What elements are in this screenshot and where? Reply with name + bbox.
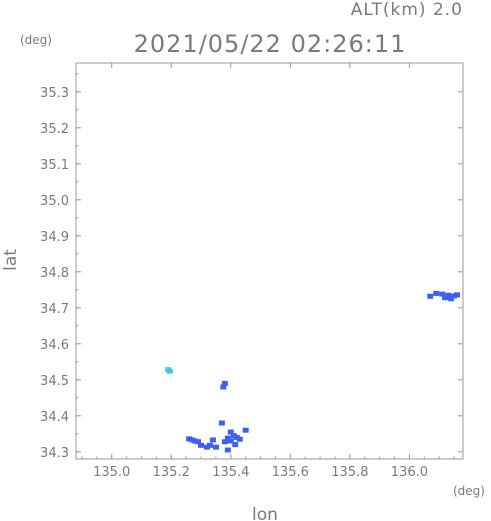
echo-point [227, 429, 234, 435]
echo-point [448, 296, 455, 302]
y-tick-label: 34.5 [40, 374, 69, 389]
echo-point [236, 436, 243, 442]
x-tick-label: 135.8 [331, 465, 368, 480]
echo-point [224, 435, 231, 441]
echo-point [232, 442, 239, 448]
y-tick-label: 35.3 [40, 86, 69, 101]
echo-point [198, 442, 205, 448]
altitude-label: ALT(km) 2.0 [351, 0, 463, 20]
echo-point [427, 293, 434, 299]
echo-point [454, 292, 461, 298]
echo-point [220, 384, 227, 390]
x-axis-label: lon [252, 505, 278, 521]
echo-point [224, 447, 231, 453]
echo-point [433, 290, 440, 296]
echo-point [206, 442, 213, 448]
y-tick-label: 35.1 [40, 158, 69, 173]
echo-point [442, 295, 449, 301]
echo-point [218, 420, 225, 426]
x-axis-unit: (deg) [453, 484, 485, 498]
chart-title: 2021/05/22 02:26:11 [134, 30, 407, 58]
echo-point [221, 439, 228, 445]
echo-point [166, 368, 173, 374]
y-axis-unit: (deg) [20, 33, 52, 47]
y-tick-label: 34.9 [40, 230, 69, 245]
y-tick-label: 35.0 [40, 194, 69, 209]
y-tick-label: 34.6 [40, 338, 69, 353]
y-tick-label: 34.7 [40, 302, 69, 317]
y-tick-label: 34.8 [40, 266, 69, 281]
x-tick-label: 135.4 [212, 465, 249, 480]
echo-point [212, 444, 219, 450]
y-tick-label: 35.2 [40, 122, 69, 137]
x-tick-label: 135.0 [93, 465, 130, 480]
echo-point [445, 292, 452, 298]
echo-point [242, 427, 249, 433]
y-tick-label: 34.3 [40, 446, 69, 461]
plot-frame [75, 62, 464, 460]
y-axis-label: lat [1, 249, 21, 271]
x-tick-label: 136.0 [391, 465, 428, 480]
x-tick-label: 135.2 [153, 465, 190, 480]
echo-point [439, 291, 446, 297]
echo-point [209, 437, 216, 443]
echo-point [221, 380, 228, 386]
echo-point [227, 438, 234, 444]
y-tick-label: 34.4 [40, 410, 69, 425]
echo-points [165, 290, 461, 453]
x-tick-label: 135.6 [272, 465, 309, 480]
axis-ticks: 135.0 135.2 135.4 135.6 135.8 136.0 34.3 34.4 34… [40, 63, 463, 480]
echo-point [195, 439, 202, 445]
